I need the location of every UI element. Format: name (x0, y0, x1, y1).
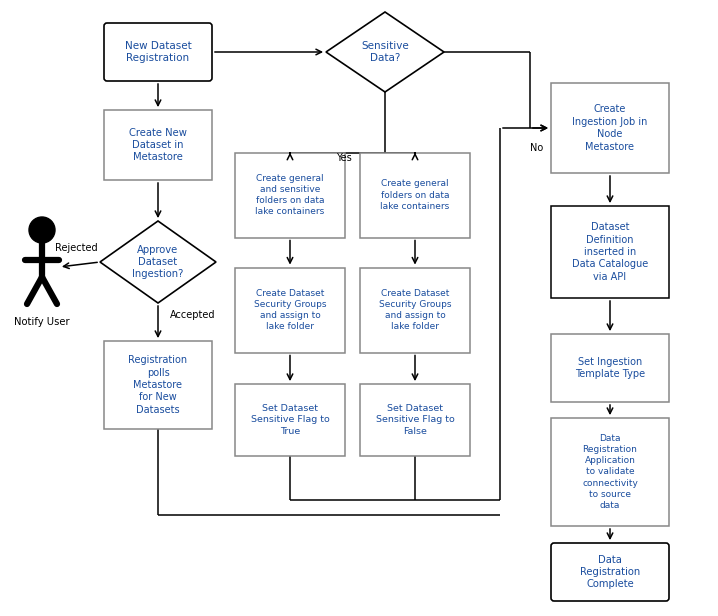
Bar (360, 153, 470, 238)
Text: Create Dataset
Security Groups
and assign to
lake folder: Create Dataset Security Groups and assig… (379, 289, 451, 331)
Bar (235, 153, 345, 238)
Text: Accepted: Accepted (170, 310, 215, 320)
Text: Sensitive
Data?: Sensitive Data? (361, 41, 409, 63)
Text: Set Dataset
Sensitive Flag to
False: Set Dataset Sensitive Flag to False (376, 404, 454, 436)
Text: Data
Registration
Complete: Data Registration Complete (580, 554, 640, 590)
Circle shape (29, 217, 55, 243)
Text: New Dataset
Registration: New Dataset Registration (125, 41, 192, 63)
Text: Data
Registration
Application
to validate
connectivity
to source
data: Data Registration Application to validat… (582, 434, 638, 510)
Bar (551, 334, 669, 402)
Text: Create general
and sensitive
folders on data
lake containers: Create general and sensitive folders on … (256, 174, 325, 216)
Text: Create New
Dataset in
Metastore: Create New Dataset in Metastore (129, 128, 187, 163)
Text: Create Dataset
Security Groups
and assign to
lake folder: Create Dataset Security Groups and assig… (253, 289, 326, 331)
Bar (551, 83, 669, 173)
Bar (235, 384, 345, 456)
Polygon shape (326, 12, 444, 92)
Text: Dataset
Definition
inserted in
Data Catalogue
via API: Dataset Definition inserted in Data Cata… (572, 222, 648, 282)
Bar (235, 267, 345, 352)
Bar (551, 206, 669, 298)
Text: Set Dataset
Sensitive Flag to
True: Set Dataset Sensitive Flag to True (251, 404, 330, 436)
Bar (104, 341, 212, 429)
Bar (360, 267, 470, 352)
FancyBboxPatch shape (551, 543, 669, 601)
Text: Set Ingestion
Template Type: Set Ingestion Template Type (575, 357, 645, 379)
Bar (360, 384, 470, 456)
Text: No: No (530, 143, 544, 153)
Text: Create
Ingestion Job in
Node
Metastore: Create Ingestion Job in Node Metastore (572, 104, 648, 152)
Text: Approve
Dataset
Ingestion?: Approve Dataset Ingestion? (132, 245, 184, 280)
FancyBboxPatch shape (104, 23, 212, 81)
Text: Rejected: Rejected (55, 243, 98, 253)
Bar (551, 418, 669, 526)
Bar (104, 110, 212, 180)
Text: Create general
folders on data
lake containers: Create general folders on data lake cont… (381, 179, 449, 211)
Text: Yes: Yes (336, 153, 352, 163)
Polygon shape (100, 221, 216, 303)
Text: Registration
polls
Metastore
for New
Datasets: Registration polls Metastore for New Dat… (129, 355, 187, 415)
Text: Notify User: Notify User (14, 317, 70, 327)
